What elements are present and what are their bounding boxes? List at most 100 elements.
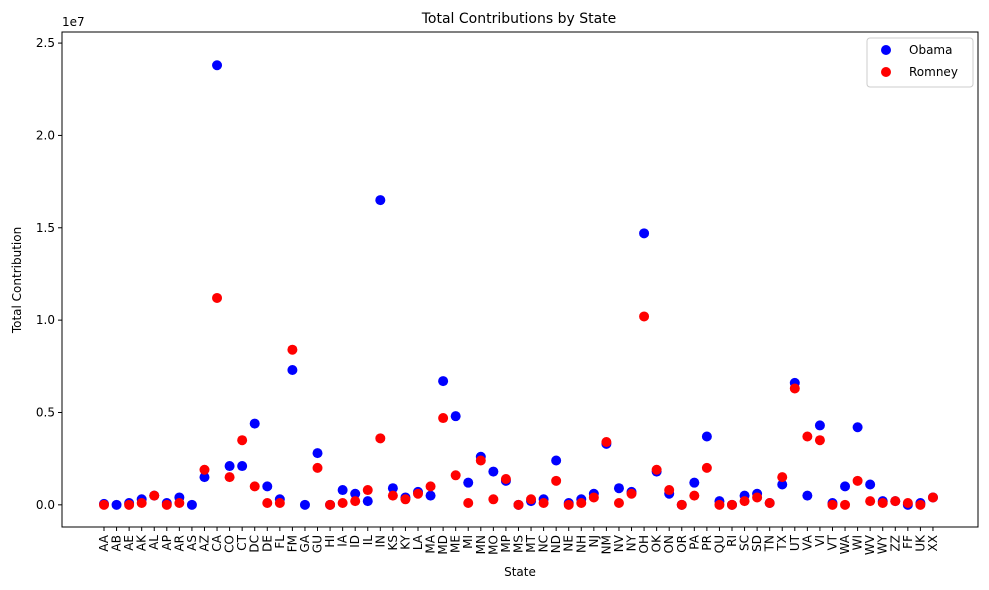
obama-point-va [802, 490, 813, 501]
obama-point-ca [212, 60, 223, 71]
obama-point-ks [387, 483, 398, 494]
x-tick-label: FF [901, 535, 915, 549]
x-tick-label: WV [863, 534, 877, 555]
romney-point-pr [701, 462, 712, 473]
obama-point-ia [337, 485, 348, 496]
obama-point-az [199, 472, 210, 483]
romney-point-ri [727, 499, 737, 510]
y-tick-label: 0.5 [36, 405, 55, 419]
romney-point-ae [124, 499, 135, 510]
romney-point-nc [538, 497, 549, 508]
obama-point-as [186, 499, 197, 510]
romney-point-ct [237, 435, 248, 446]
x-tick-label: HI [323, 535, 337, 548]
romney-point-nh [576, 497, 587, 508]
x-tick-label: TN [763, 535, 777, 552]
x-tick-label: IN [373, 535, 387, 548]
x-tick-label: VA [800, 534, 814, 550]
x-tick-label: VT [825, 534, 839, 550]
romney-point-wv [865, 496, 876, 507]
romney-point-zz [890, 496, 901, 507]
obama-point-nd [551, 455, 562, 466]
obama-point-in [375, 195, 386, 206]
series-romney [99, 292, 938, 510]
x-tick-label: AB [110, 535, 124, 551]
x-tick-label: MS [511, 535, 525, 553]
x-tick-label: OK [650, 534, 664, 552]
x-tick-label: AE [122, 535, 136, 551]
romney-point-ia [337, 497, 348, 508]
romney-point-sd [752, 492, 763, 503]
romney-point-ff [902, 497, 913, 508]
x-tick-label: CO [223, 535, 237, 553]
romney-point-nv [613, 497, 624, 508]
x-tick-label: DC [248, 535, 262, 553]
romney-point-ut [789, 383, 800, 394]
x-tick-label: WI [851, 535, 865, 550]
x-tick-label: UK [913, 534, 927, 552]
x-tick-label: AL [147, 535, 161, 550]
romney-point-fl [274, 497, 285, 508]
x-tick-label: TX [775, 535, 789, 552]
romney-point-mt [526, 494, 537, 505]
romney-point-al [149, 490, 160, 501]
x-tick-label: SD [750, 535, 764, 552]
x-tick-label: IL [361, 535, 375, 546]
romney-point-ny [626, 488, 637, 499]
romney-point-mo [488, 494, 499, 505]
x-tick-label: KY [398, 534, 412, 549]
x-tick-label: AA [97, 534, 111, 552]
obama-point-ga [299, 499, 310, 510]
series-obama [99, 60, 938, 510]
x-tick-label: AK [135, 534, 149, 551]
romney-point-la [413, 488, 423, 499]
x-tick-label: AR [172, 535, 186, 552]
romney-point-vt [827, 499, 838, 510]
y-tick-label: 1.0 [36, 313, 55, 327]
x-tick-label: GA [298, 534, 312, 552]
romney-point-ok [651, 464, 662, 475]
y-tick-label: 0.0 [36, 498, 55, 512]
x-tick-label: RI [725, 535, 739, 547]
x-tick-label: PA [687, 534, 701, 549]
legend-marker-obama [881, 45, 891, 55]
obama-point-wi [852, 422, 863, 433]
x-tick-label: MT [524, 534, 538, 552]
obama-point-mo [488, 466, 499, 477]
x-tick-label: ZZ [888, 535, 902, 551]
romney-point-il [362, 485, 373, 496]
x-tick-label: AZ [197, 535, 211, 551]
romney-point-nd [551, 475, 562, 486]
romney-point-tn [764, 497, 775, 508]
romney-point-mi [463, 497, 474, 508]
x-tick-label: XX [926, 535, 940, 551]
romney-point-uk [915, 499, 926, 510]
romney-point-mp [500, 473, 511, 484]
x-tick-label: NV [612, 534, 626, 552]
plot-area [61, 31, 979, 528]
x-tick-label: ND [549, 535, 563, 553]
romney-point-me [450, 470, 461, 481]
obama-point-oh [639, 228, 650, 239]
legend-marker-romney [881, 67, 891, 77]
romney-point-or [676, 499, 687, 510]
obama-point-mi [463, 477, 474, 488]
legend-box [866, 37, 974, 88]
plot-frame [61, 31, 979, 528]
romney-point-nj [588, 492, 599, 503]
y-axis-label: Total Contribution [10, 227, 24, 334]
obama-point-wv [865, 479, 876, 490]
x-tick-label: UT [788, 534, 802, 551]
x-tick-label: PR [700, 535, 714, 551]
romney-point-oh [639, 311, 650, 322]
obama-point-vi [814, 420, 825, 431]
obama-point-co [224, 461, 235, 472]
obama-point-fm [287, 365, 298, 375]
romney-point-mn [475, 455, 486, 466]
x-tick-label: WY [876, 534, 890, 554]
x-tick-label: DE [260, 535, 274, 552]
legend-label-romney: Romney [909, 65, 958, 79]
legend: Obama Romney [866, 37, 974, 88]
romney-point-ca [212, 292, 223, 303]
obama-point-ab [111, 499, 122, 510]
